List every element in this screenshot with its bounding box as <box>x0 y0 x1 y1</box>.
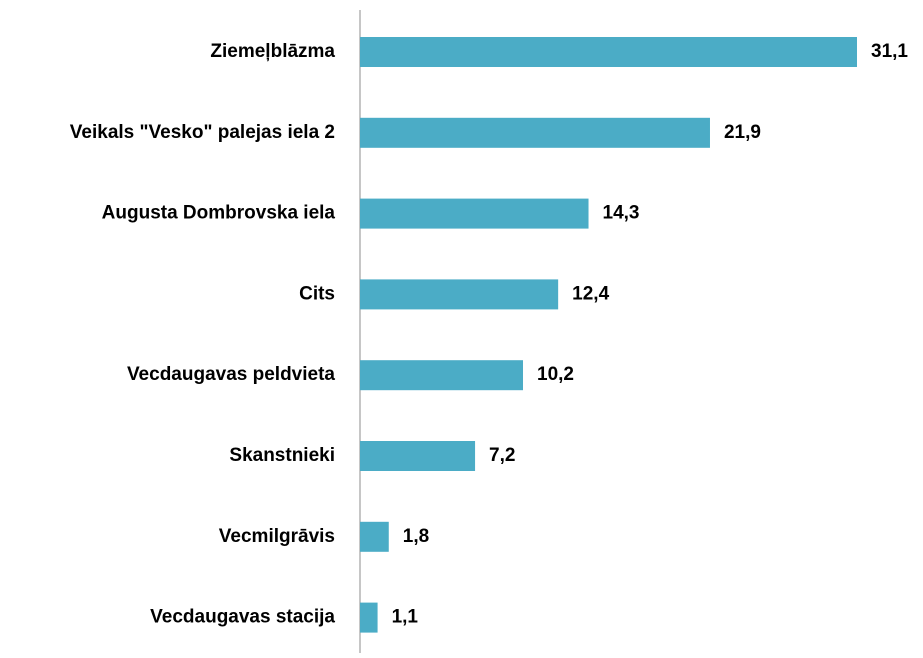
category-label: Veikals "Vesko" palejas iela 2 <box>70 122 335 143</box>
category-label: Skanstnieki <box>229 445 335 466</box>
bar <box>360 521 389 552</box>
bar <box>360 279 559 310</box>
category-label: Cits <box>299 283 335 304</box>
value-label: 12,4 <box>572 283 609 304</box>
category-label: Augusta Dombrovska iela <box>102 203 336 224</box>
value-label: 7,2 <box>489 445 515 466</box>
value-label: 31,1 <box>871 41 908 62</box>
bar <box>360 198 589 229</box>
bar <box>360 37 857 67</box>
value-label: 14,3 <box>603 203 640 224</box>
category-label: Ziemeļblāzma <box>210 41 335 62</box>
bar <box>360 360 524 391</box>
category-label: Vecdaugavas peldvieta <box>127 364 335 385</box>
value-label: 21,9 <box>724 122 761 143</box>
bar <box>360 602 378 633</box>
value-label: 1,1 <box>392 607 419 628</box>
bar <box>360 441 476 471</box>
bar <box>360 117 710 148</box>
value-label: 1,8 <box>403 526 429 547</box>
category-label: Vecmilgrāvis <box>219 526 335 547</box>
category-label: Vecdaugavas stacija <box>150 607 335 628</box>
value-label: 10,2 <box>537 364 574 385</box>
